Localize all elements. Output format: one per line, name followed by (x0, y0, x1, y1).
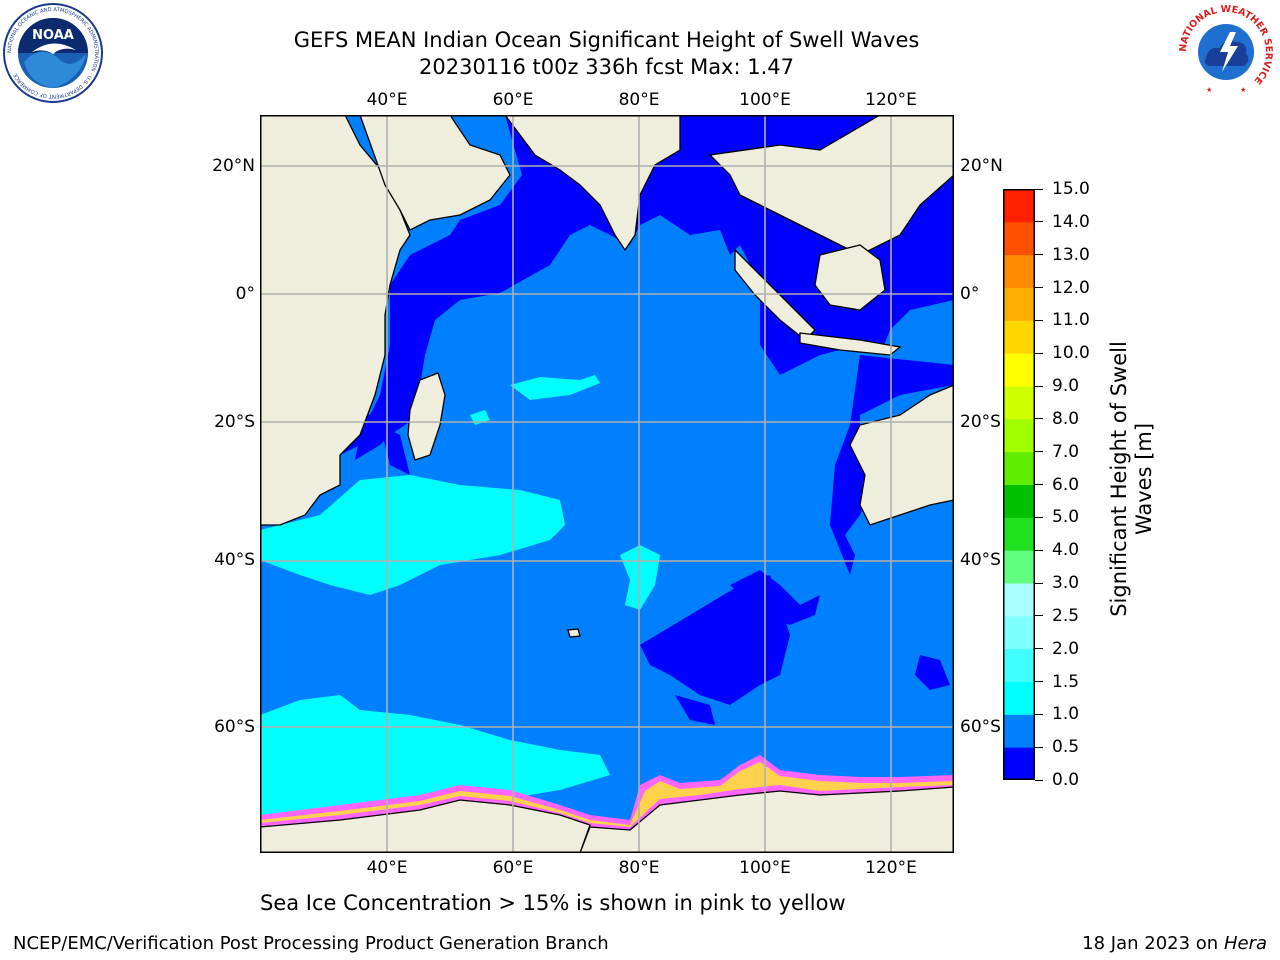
colorbar-tick-label: 8.0 (1052, 408, 1080, 429)
footer-date-text: 18 Jan 2023 on (1082, 933, 1224, 954)
lon-tick-bottom-40e: 40°E (366, 858, 408, 878)
lon-tick-top-100e: 100°E (739, 90, 791, 110)
colorbar-tick-mark (1035, 287, 1043, 288)
colorbar-tick-mark (1035, 352, 1043, 354)
lon-tick-top-60e: 60°E (492, 90, 534, 110)
colorbar-tick-mark (1035, 418, 1043, 420)
colorbar-tick-mark (1035, 779, 1043, 781)
lon-tick-top-120e: 120°E (865, 90, 917, 110)
lon-tick-bottom-60e: 60°E (492, 858, 534, 878)
colorbar-tick-label: 7.0 (1052, 441, 1080, 462)
colorbar-segment (1003, 254, 1035, 288)
noaa-logo: NOAA NATIONAL OCEANIC AND ATMOSPHERIC AD… (2, 2, 104, 104)
colorbar-tick-mark (1035, 582, 1043, 584)
lon-tick-top-40e: 40°E (366, 90, 408, 110)
colorbar-segment (1003, 287, 1035, 321)
svg-text:NOAA: NOAA (32, 28, 74, 43)
colorbar-tick-label: 11.0 (1052, 310, 1090, 331)
colorbar-segment (1003, 747, 1035, 781)
footer-host: Hera (1223, 933, 1267, 954)
lat-tick-left-20s: 20°S (214, 412, 255, 432)
colorbar (1003, 189, 1035, 781)
colorbar-tick-mark (1035, 746, 1043, 748)
colorbar-tick-mark (1035, 713, 1043, 715)
colorbar-title-part2: Waves [m] (1132, 423, 1156, 535)
lat-tick-right-0: 0° (960, 284, 980, 304)
colorbar-tick-mark (1035, 615, 1043, 617)
colorbar-tick-label: 4.0 (1052, 540, 1080, 561)
colorbar-tick-mark (1035, 451, 1043, 453)
footer-date: 18 Jan 2023 on Hera (1082, 933, 1267, 954)
lat-tick-right-60s: 60°S (960, 717, 1001, 737)
colorbar-tick-label: 5.0 (1052, 507, 1080, 528)
colorbar-segment (1003, 550, 1035, 584)
colorbar-segment (1003, 386, 1035, 420)
colorbar-title-box: Significant Height of Swell Waves [m] (1104, 189, 1156, 780)
lat-tick-right-20n: 20°N (960, 156, 1003, 176)
colorbar-segment (1003, 320, 1035, 354)
footer-branch: NCEP/EMC/Verification Post Processing Pr… (13, 933, 609, 954)
sea-ice-fringe (260, 755, 954, 830)
colorbar-tick-label: 3.0 (1052, 573, 1080, 593)
map-title-line2: 20230116 t00z 336h fcst Max: 1.47 (419, 55, 794, 79)
colorbar-tick-label: 0.5 (1052, 737, 1080, 758)
colorbar-tick-label: 14.0 (1052, 211, 1090, 232)
lat-tick-left-60s: 60°S (214, 717, 255, 737)
colorbar-segment (1003, 451, 1035, 485)
colorbar-tick-mark (1035, 484, 1043, 485)
colorbar-tick-mark (1035, 385, 1043, 387)
colorbar-title-part1: Significant Height of Swell (1107, 341, 1131, 617)
nws-logo: NATIONAL WEATHER SERVICE ★ ★ (1176, 2, 1276, 102)
colorbar-segment (1003, 189, 1035, 223)
colorbar-segment (1003, 615, 1035, 650)
colorbar-tick-mark (1035, 516, 1043, 518)
colorbar-tick-mark (1035, 549, 1043, 551)
lat-tick-right-40s: 40°S (960, 550, 1001, 570)
map-panel[interactable] (259, 114, 955, 854)
colorbar-tick-mark (1035, 221, 1043, 223)
colorbar-segment (1003, 353, 1035, 387)
colorbar-tick-label: 10.0 (1052, 343, 1090, 364)
colorbar-segment (1003, 681, 1035, 715)
colorbar-tick-mark (1035, 681, 1043, 682)
colorbar-segment (1003, 648, 1035, 682)
colorbar-tick-mark (1035, 254, 1043, 256)
colorbar-tick-mark (1035, 648, 1043, 650)
colorbar-tick-label: 13.0 (1052, 244, 1090, 265)
colorbar-tick-label: 2.0 (1052, 638, 1080, 659)
colorbar-segment (1003, 583, 1035, 617)
lon-tick-bottom-120e: 120°E (865, 858, 917, 878)
colorbar-tick-label: 9.0 (1052, 376, 1080, 396)
lon-tick-top-80e: 80°E (618, 90, 660, 110)
lat-tick-left-20n: 20°N (212, 156, 255, 176)
colorbar-segment (1003, 714, 1035, 748)
colorbar-tick-mark (1035, 319, 1043, 321)
map-title-line1: GEFS MEAN Indian Ocean Significant Heigh… (293, 28, 920, 52)
lat-tick-left-0: 0° (235, 284, 255, 304)
graticule (260, 115, 954, 853)
colorbar-segment (1003, 418, 1035, 453)
colorbar-segment (1003, 517, 1035, 551)
colorbar-tick-label: 1.0 (1052, 704, 1080, 725)
lat-tick-right-20s: 20°S (960, 412, 1001, 432)
sea-ice-note: Sea Ice Concentration > 15% is shown in … (260, 891, 846, 915)
colorbar-tick-mark (1035, 188, 1043, 190)
colorbar-tick-label: 6.0 (1052, 474, 1080, 495)
colorbar-segment (1003, 221, 1035, 256)
lon-tick-bottom-100e: 100°E (739, 858, 791, 878)
colorbar-segment (1003, 484, 1035, 518)
svg-text:★: ★ (1240, 86, 1246, 94)
colorbar-tick-label: 1.5 (1052, 671, 1080, 692)
colorbar-tick-label: 12.0 (1052, 277, 1090, 298)
lat-tick-left-40s: 40°S (214, 550, 255, 570)
colorbar-tick-label: 15.0 (1052, 179, 1090, 199)
lon-tick-bottom-80e: 80°E (618, 858, 660, 878)
svg-text:★: ★ (1206, 86, 1212, 94)
colorbar-tick-label: 0.0 (1052, 770, 1080, 790)
colorbar-tick-label: 2.5 (1052, 605, 1080, 626)
